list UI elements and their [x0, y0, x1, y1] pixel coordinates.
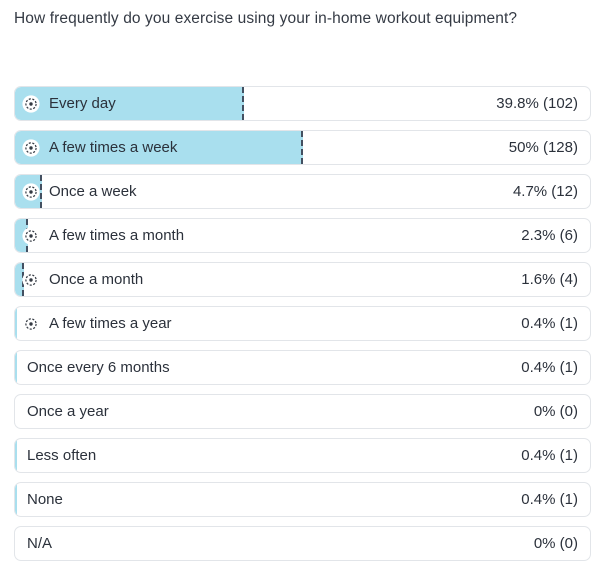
- target-icon: [22, 138, 40, 157]
- answer-bar-fill: [15, 307, 18, 340]
- answer-row-content: N/A 0% (0): [15, 527, 590, 560]
- answer-label: Once every 6 months: [27, 359, 170, 376]
- answer-label: Once a month: [49, 271, 144, 288]
- answer-bar-fill: [15, 351, 18, 384]
- question-title: How frequently do you exercise using you…: [14, 10, 518, 27]
- answer-row[interactable]: A few times a year 0.4% (1): [14, 306, 591, 341]
- answer-value: 0.4% (1): [521, 315, 578, 332]
- answer-value: 0.4% (1): [521, 447, 578, 464]
- answer-label: Every day: [49, 95, 116, 112]
- answer-row[interactable]: Once a year 0% (0): [14, 394, 591, 429]
- answer-row[interactable]: N/A 0% (0): [14, 526, 591, 561]
- answer-label: N/A: [27, 535, 53, 552]
- answer-label: Once a year: [27, 403, 109, 420]
- answer-value: 0% (0): [533, 403, 578, 420]
- answer-row-content: Once every 6 months 0.4% (1): [15, 351, 590, 384]
- answer-row[interactable]: A few times a month 2.3% (6): [14, 218, 591, 253]
- answer-bar-fill: [15, 439, 18, 472]
- answer-bar-fill: [15, 87, 244, 120]
- answer-row-content: Once a month 1.6% (4): [15, 263, 590, 296]
- answer-label: A few times a month: [49, 227, 185, 244]
- answer-row-content: Once a week 4.7% (12): [15, 175, 590, 208]
- answer-rows: Every day 39.8% (102) A few times a week…: [14, 86, 591, 561]
- target-icon: [22, 270, 40, 289]
- answer-value: 0% (0): [533, 535, 578, 552]
- answer-row-content: Every day 39.8% (102): [15, 87, 590, 120]
- target-icon: [22, 226, 40, 245]
- target-icon: [22, 94, 40, 113]
- answer-label: Less often: [27, 447, 97, 464]
- target-icon: [22, 182, 40, 201]
- target-icon: [22, 314, 40, 333]
- answer-row[interactable]: A few times a week 50% (128): [14, 130, 591, 165]
- answer-bar-fill: [15, 131, 303, 164]
- answer-row[interactable]: Less often 0.4% (1): [14, 438, 591, 473]
- answer-row-content: Once a year 0% (0): [15, 395, 590, 428]
- answer-bar-fill: [15, 483, 18, 516]
- answer-row-content: A few times a year 0.4% (1): [15, 307, 590, 340]
- answer-row[interactable]: Once a week 4.7% (12): [14, 174, 591, 209]
- answer-row-content: None 0.4% (1): [15, 483, 590, 516]
- answer-value: 39.8% (102): [496, 95, 578, 112]
- answer-value: 50% (128): [508, 139, 578, 156]
- answer-value: 1.6% (4): [521, 271, 578, 288]
- answer-label: A few times a week: [49, 139, 178, 156]
- answer-label: Once a week: [49, 183, 137, 200]
- answer-label: None: [27, 491, 63, 508]
- answer-row[interactable]: None 0.4% (1): [14, 482, 591, 517]
- answer-row[interactable]: Once a month 1.6% (4): [14, 262, 591, 297]
- answer-row-content: A few times a week 50% (128): [15, 131, 590, 164]
- answer-value: 0.4% (1): [521, 491, 578, 508]
- answer-row-content: A few times a month 2.3% (6): [15, 219, 590, 252]
- answer-row[interactable]: Once every 6 months 0.4% (1): [14, 350, 591, 385]
- answer-value: 2.3% (6): [521, 227, 578, 244]
- answer-value: 4.7% (12): [512, 183, 578, 200]
- answer-value: 0.4% (1): [521, 359, 578, 376]
- answer-label: A few times a year: [49, 315, 172, 332]
- answer-row-content: Less often 0.4% (1): [15, 439, 590, 472]
- survey-results-panel: How frequently do you exercise using you…: [14, 10, 591, 561]
- answer-row[interactable]: Every day 39.8% (102): [14, 86, 591, 121]
